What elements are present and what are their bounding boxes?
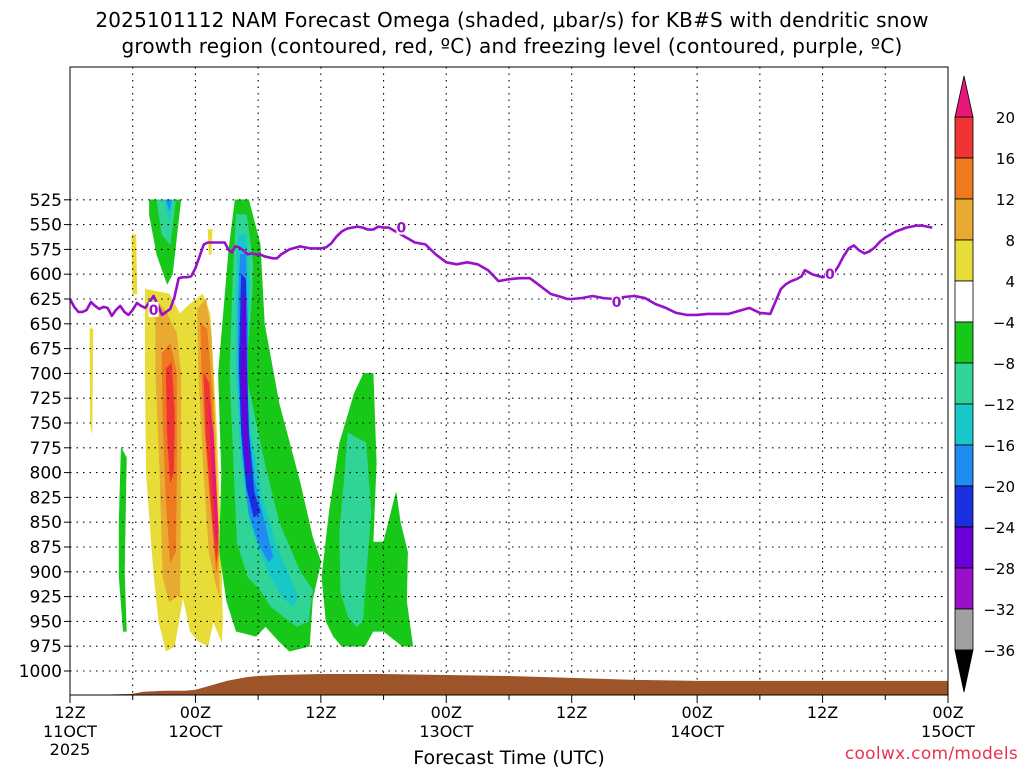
colorbar-label-5: −4 [993, 314, 1015, 332]
y-tick-label-925: 925 [30, 588, 62, 608]
colorbar-label-13: −36 [983, 642, 1015, 660]
y-tick-label-900: 900 [30, 563, 62, 583]
colorbar-box-2 [954, 198, 974, 241]
colorbar-label-8: −16 [983, 437, 1015, 455]
omega-region-6 [89, 328, 94, 433]
omega-region-15 [118, 446, 127, 632]
y-tick-label-750: 750 [30, 414, 62, 434]
y-tick-label-550: 550 [30, 216, 62, 236]
colorbar-box-1 [954, 157, 974, 200]
x-tick-label-84: 00Z [932, 703, 963, 722]
colorbar-label-0: 20 [996, 109, 1015, 127]
colorbar-label-11: −28 [983, 560, 1015, 578]
y-tick-label-775: 775 [30, 439, 62, 459]
colorbar-label-6: −8 [993, 355, 1015, 373]
y-tick-label-825: 825 [30, 488, 62, 508]
colorbar-box-12 [954, 608, 974, 651]
y-tick-label-800: 800 [30, 464, 62, 484]
freezing-level-line [70, 224, 933, 318]
freezing-level-label-0: 0 [149, 303, 159, 319]
omega-region-12 [165, 362, 175, 483]
freezing-level-label-1: 0 [396, 221, 406, 237]
y-tick-label-850: 850 [30, 513, 62, 533]
y-tick-label-575: 575 [30, 240, 62, 260]
freezing-level-label-bg-2 [611, 293, 622, 309]
freezing-level-layer: 0 0 0 0 [70, 219, 933, 319]
omega-shading-layer [89, 199, 414, 652]
freezing-level-label-3: 0 [825, 267, 835, 283]
y-tick-label-700: 700 [30, 364, 62, 384]
colorbar-box-10 [954, 526, 974, 569]
colorbar-box-4 [954, 280, 974, 323]
colorbar-label-7: −12 [983, 396, 1015, 414]
colorbar-box-0 [954, 116, 974, 159]
x-tick-label-0: 12Z [54, 703, 85, 722]
x-tick-label-48: 12Z [556, 703, 587, 722]
freezing-level-label-bg-1 [396, 219, 407, 235]
y-tick-label-625: 625 [30, 290, 62, 310]
colorbar-box-5 [954, 321, 974, 364]
y-tick-label-725: 725 [30, 389, 62, 409]
colorbar-label-2: 12 [996, 191, 1015, 209]
colorbar-box-7 [954, 403, 974, 446]
y-tick-label-525: 525 [30, 191, 62, 211]
colorbar-top-arrow [954, 75, 974, 118]
y-tick-label-875: 875 [30, 538, 62, 558]
x-date-label-12: 12OCT [168, 722, 222, 741]
colorbar-box-8 [954, 444, 974, 487]
colorbar-label-12: −32 [983, 601, 1015, 619]
y-tick-label-1000: 1000 [19, 662, 62, 682]
x-date-label-60: 14OCT [670, 722, 724, 741]
x-date-label-36: 13OCT [419, 722, 473, 741]
colorbar-label-10: −24 [983, 519, 1015, 537]
x-date-label-84: 15OCT [921, 722, 975, 741]
colorbar-box-6 [954, 362, 974, 405]
x-tick-label-60: 00Z [681, 703, 712, 722]
y-tick-label-950: 950 [30, 612, 62, 632]
colorbar-bottom-arrow [954, 649, 974, 693]
terrain-layer [95, 674, 948, 695]
colorbar-label-1: 16 [996, 150, 1015, 168]
colorbar-box-3 [954, 239, 974, 282]
colorbar-label-4: 4 [1005, 273, 1015, 291]
terrain-fill [95, 674, 948, 695]
omega-region-19 [339, 432, 372, 627]
chart-title-line-2: growth region (contoured, red, ºC) and f… [121, 34, 903, 58]
x-year-label-0: 2025 [50, 740, 91, 759]
credit-text: coolwx.com/models [844, 744, 1018, 764]
x-date-label-0: 11OCT [43, 722, 97, 741]
x-tick-label-72: 12Z [807, 703, 838, 722]
freezing-level-label-bg-0 [148, 301, 159, 317]
freezing-level-label-2: 0 [612, 295, 622, 311]
freezing-level-label-bg-3 [824, 266, 835, 282]
x-axis-title: Forecast Time (UTC) [413, 747, 604, 768]
y-tick-label-650: 650 [30, 315, 62, 335]
x-tick-label-24: 12Z [305, 703, 336, 722]
y-tick-label-600: 600 [30, 265, 62, 285]
colorbar-label-3: 8 [1005, 232, 1015, 250]
x-tick-label-12: 00Z [180, 703, 211, 722]
grid-lines [70, 67, 948, 695]
colorbar-box-11 [954, 567, 974, 610]
y-axis: 1000 975 950 925 900 875 850 825 800 775 750 725 700… [19, 191, 70, 682]
colorbar-box-9 [954, 485, 974, 528]
y-tick-label-675: 675 [30, 340, 62, 360]
y-tick-label-975: 975 [30, 637, 62, 657]
chart-title-line-1: 2025101112 NAM Forecast Omega (shaded, μ… [95, 8, 929, 32]
colorbar: 20 16 12 8 4 −4 −8 −12 −16 −20 −24 −28 −32 −36 [954, 75, 1015, 693]
x-tick-label-36: 00Z [431, 703, 462, 722]
colorbar-label-9: −20 [983, 478, 1015, 496]
